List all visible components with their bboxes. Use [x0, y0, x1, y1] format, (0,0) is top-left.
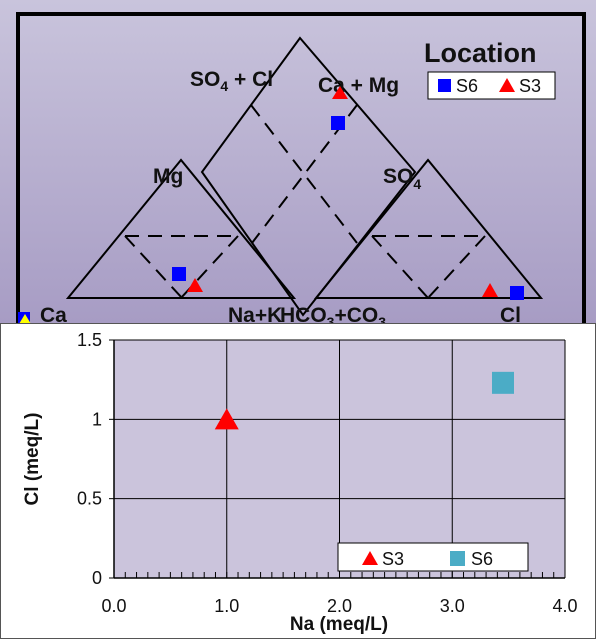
- point-s3: [214, 408, 239, 430]
- label-ca: Ca: [40, 304, 67, 323]
- ca-corner-triangle-marker: [19, 314, 31, 324]
- point-s3-anion: [482, 283, 498, 297]
- point-s3-diamond: [332, 86, 348, 99]
- x-axis-title: Na (meq/L): [290, 614, 388, 635]
- central-diamond: [200, 36, 417, 317]
- point-s6-diamond: [331, 116, 345, 130]
- legend-s3-label: S3: [519, 76, 541, 96]
- point-s6: [491, 371, 514, 394]
- y-tick-label: 1: [92, 409, 102, 429]
- label-cl: Cl: [500, 304, 521, 323]
- label-so4-cl: SO4 + Cl: [190, 68, 273, 94]
- scatter-chart: 0.0 1.0 2.0 3.0 4.0 0 0.5 1 1.5 Na (meq/L) Cl (…: [22, 330, 578, 635]
- legend-s6-marker: [438, 79, 451, 92]
- label-so4: SO4: [383, 165, 421, 192]
- label-mg: Mg: [153, 165, 183, 188]
- legend-s3-label: S3: [382, 549, 404, 569]
- y-tick-labels: 0 0.5 1 1.5: [77, 330, 102, 588]
- legend-s6-marker: [450, 551, 465, 566]
- anion-grid: [371, 235, 486, 299]
- anion-triangle: [313, 158, 544, 299]
- x-tick-label: 0.0: [101, 596, 126, 616]
- y-tick-label: 0.5: [77, 489, 102, 509]
- data-points: [214, 371, 514, 430]
- y-axis-title: Cl (meq/L): [22, 413, 43, 506]
- label-na-k: Na+K: [228, 304, 282, 323]
- piper-diagram: SO4 + Cl Ca + Mg Mg SO4 Ca Na+K HCO3+CO3…: [16, 12, 586, 346]
- legend-s3-marker: [499, 78, 515, 92]
- legend-s6-label: S6: [456, 76, 478, 96]
- point-s3-cation: [187, 278, 203, 292]
- x-minor-ticks: [113, 572, 566, 578]
- label-hco3-co3: HCO3+CO3: [280, 304, 386, 323]
- label-ca-mg: Ca + Mg: [318, 74, 399, 97]
- scatter-legend-box: [337, 542, 529, 572]
- x-tick-label: 2.0: [327, 596, 352, 616]
- cation-triangle: [65, 158, 297, 299]
- point-s6-anion: [510, 286, 524, 300]
- y-tick-label: 1.5: [77, 330, 102, 350]
- legend-title: Location: [424, 38, 537, 68]
- scatter-panel: 0.0 1.0 2.0 3.0 4.0 0 0.5 1 1.5 Na (meq/L) Cl (…: [0, 323, 596, 639]
- piper-diagram-panel: SO4 + Cl Ca + Mg Mg SO4 Ca Na+K HCO3+CO3…: [0, 0, 596, 346]
- x-tick-label: 3.0: [440, 596, 465, 616]
- x-tick-label: 4.0: [552, 596, 577, 616]
- x-tick-labels: 0.0 1.0 2.0 3.0 4.0: [101, 596, 577, 616]
- y-tick-label: 0: [92, 568, 102, 588]
- legend-s6-label: S6: [471, 549, 493, 569]
- x-tick-label: 1.0: [214, 596, 239, 616]
- point-s6-cation: [172, 267, 186, 281]
- legend-s3-marker: [362, 551, 378, 565]
